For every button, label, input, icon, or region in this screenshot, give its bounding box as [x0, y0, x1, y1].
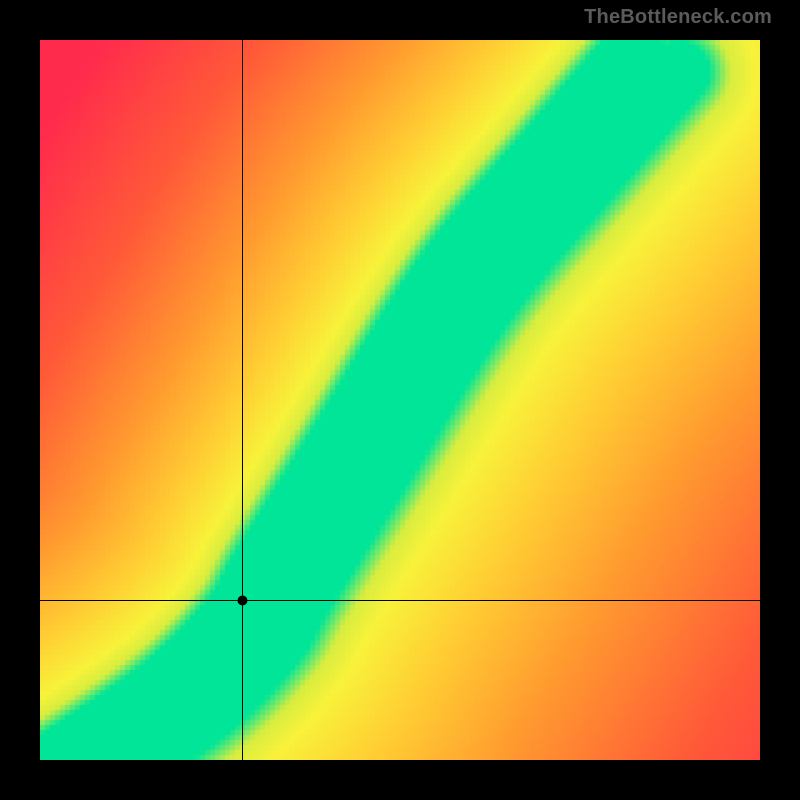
crosshair-marker: [40, 40, 760, 760]
watermark-text: TheBottleneck.com: [584, 6, 772, 29]
plot-area: [40, 40, 760, 760]
